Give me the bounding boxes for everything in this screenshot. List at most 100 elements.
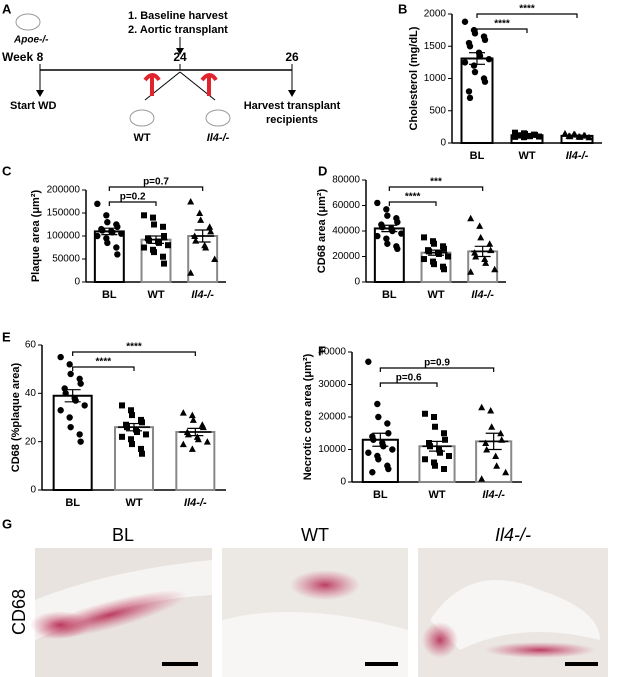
data-point xyxy=(141,244,147,251)
data-point xyxy=(465,88,473,95)
data-point xyxy=(104,219,111,226)
data-point xyxy=(202,244,210,251)
y-tick-label: 20 xyxy=(25,436,37,447)
chart: B 0 500 1000 1500 2000 Cholesterol (mg/dL) BL WT… xyxy=(398,1,602,162)
comparison-label: **** xyxy=(405,192,421,203)
y-tick-label: 0 xyxy=(354,277,360,288)
data-point xyxy=(72,397,79,404)
data-point xyxy=(76,431,83,438)
data-point xyxy=(67,370,74,378)
week-label: 24 xyxy=(173,50,187,64)
data-point xyxy=(470,62,478,69)
data-point xyxy=(481,255,489,263)
y-tick-label: 40 xyxy=(25,388,37,399)
y-axis-label: Plaque area (μm²) xyxy=(30,190,42,283)
data-point xyxy=(179,440,187,448)
data-point xyxy=(486,240,494,247)
comparison-bracket xyxy=(108,201,157,206)
y-tick-label: 80000 xyxy=(332,175,360,186)
data-point xyxy=(441,245,447,252)
data-point xyxy=(160,253,166,260)
data-point xyxy=(203,438,211,445)
data-point xyxy=(471,249,479,256)
data-point xyxy=(134,429,140,435)
data-point xyxy=(471,68,479,76)
stain-area xyxy=(422,622,458,658)
data-point xyxy=(141,212,147,219)
x-tick-label: WT xyxy=(428,489,445,501)
data-point xyxy=(165,242,171,249)
lumen xyxy=(222,612,408,677)
timeline: A Apoe-/- Week 8 24 26 1. Baseline harve… xyxy=(2,1,341,143)
data-point xyxy=(487,407,495,414)
data-point xyxy=(383,206,390,213)
data-point xyxy=(421,234,427,241)
arrow-head xyxy=(288,90,296,97)
y-axis-label: Cholesterol (mg/dL) xyxy=(408,26,420,130)
data-point xyxy=(128,436,134,443)
data-point xyxy=(104,239,111,247)
donor-label: WT xyxy=(133,132,150,144)
panel-label: C xyxy=(2,163,12,178)
data-point xyxy=(66,414,73,421)
comparison-label: p=0.7 xyxy=(143,177,169,188)
panel-label: D xyxy=(318,163,327,178)
data-point xyxy=(398,230,405,237)
data-point xyxy=(431,261,437,268)
comparison-bracket xyxy=(72,351,196,356)
panel-label: G xyxy=(2,516,12,531)
strain-label: Apoe-/- xyxy=(13,35,49,46)
image-title: BL xyxy=(112,525,134,545)
x-tick-label: Il4-/- xyxy=(191,289,214,301)
data-point xyxy=(384,420,391,427)
data-point xyxy=(476,52,484,60)
data-point xyxy=(146,237,152,244)
comparison-label: **** xyxy=(519,4,535,15)
data-point xyxy=(114,223,121,230)
data-point xyxy=(389,446,396,453)
x-tick-label: Il4-/- xyxy=(471,289,494,301)
panel-label: B xyxy=(398,1,407,16)
data-point xyxy=(431,240,437,247)
data-point xyxy=(188,411,196,419)
comparison-label: **** xyxy=(96,357,112,368)
data-point xyxy=(67,423,74,431)
data-point xyxy=(187,269,195,276)
x-tick-label: BL xyxy=(373,489,388,501)
panel-label: E xyxy=(2,329,11,344)
data-point xyxy=(365,449,372,456)
y-tick-label: 0 xyxy=(30,485,36,496)
micrographs: G CD68 BL WT Il4-/- xyxy=(2,516,608,677)
data-point xyxy=(394,245,401,253)
mouse-icon xyxy=(15,13,41,31)
data-point xyxy=(57,353,64,361)
y-tick-label: 2000 xyxy=(424,9,447,20)
data-point xyxy=(466,94,474,102)
data-point xyxy=(521,134,527,141)
data-point xyxy=(481,36,489,43)
y-tick-label: 0 xyxy=(74,277,80,288)
chart: C 0 50000 100000 150000 200000 Plaque area (μm… xyxy=(2,163,226,301)
comparison-bracket xyxy=(108,186,204,191)
data-point xyxy=(467,268,475,275)
data-point xyxy=(143,431,149,438)
data-point xyxy=(467,214,475,222)
data-point xyxy=(94,232,101,240)
y-tick-label: 30000 xyxy=(318,379,346,390)
chart: F 0 10000 20000 30000 40000 Necrotic core area… xyxy=(302,343,522,501)
data-point xyxy=(114,251,121,258)
comparison-label: p=0.6 xyxy=(396,373,422,384)
y-axis-label: CD68 (%plaque area) xyxy=(10,362,22,472)
data-point xyxy=(196,209,204,216)
panel-label: F xyxy=(318,343,326,358)
data-point xyxy=(113,244,120,251)
arrow-head xyxy=(176,48,184,55)
data-point xyxy=(179,409,187,416)
y-tick-label: 150000 xyxy=(47,208,81,219)
donor-label: Il4-/- xyxy=(207,132,230,144)
data-point xyxy=(488,423,496,430)
data-point xyxy=(374,199,381,207)
data-point xyxy=(206,223,214,230)
data-point xyxy=(512,133,518,140)
